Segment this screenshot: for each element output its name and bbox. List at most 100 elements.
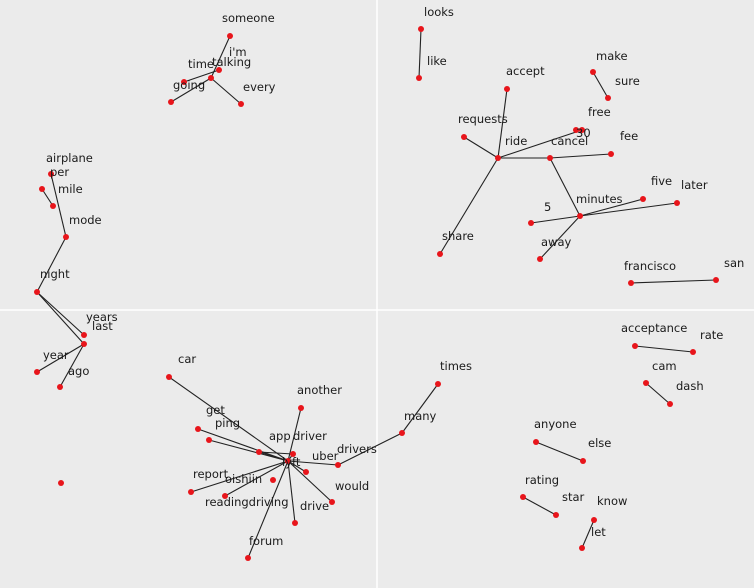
nodes: [34, 26, 719, 561]
node-another: [298, 405, 304, 411]
label-uber: uber: [312, 449, 339, 463]
edge-uber-lyft: [287, 460, 307, 473]
edge-many-times: [401, 383, 439, 434]
node-star: [553, 512, 559, 518]
edge-cam-dash: [645, 382, 671, 405]
edge-last-year: [36, 343, 85, 373]
edge-minutes-later: [579, 202, 678, 217]
label-lyft: lyft: [282, 455, 301, 469]
label-going: going: [173, 78, 205, 92]
node-car: [166, 374, 172, 380]
label-times: times: [440, 359, 472, 373]
edge-minutes-five: [579, 198, 644, 217]
edge-cancel-fee: [549, 153, 612, 159]
label-accept: accept: [506, 64, 545, 78]
isolated-node: [58, 480, 64, 486]
edge-looks-like: [418, 28, 422, 79]
edge-ride-free: [497, 129, 583, 159]
node-talking: [208, 75, 214, 81]
edge-get-lyft: [197, 428, 289, 462]
edge-mode-night: [36, 236, 67, 293]
label-5: 5: [544, 200, 551, 214]
label-30: 30: [576, 126, 591, 140]
label-ago: ago: [68, 364, 89, 378]
node-times: [435, 381, 441, 387]
node-san: [713, 277, 719, 283]
edge-francisco-san: [630, 279, 717, 284]
label-report: report: [193, 467, 229, 481]
edge-forum-lyft: [247, 460, 289, 559]
node-uber: [303, 469, 309, 475]
node-ping: [206, 437, 212, 443]
node-minutes: [577, 213, 583, 219]
edge-readingdriving-lyft: [224, 460, 289, 497]
edge-drive-lyft: [287, 460, 296, 524]
node-ride: [495, 155, 501, 161]
edge-acceptance-rate: [634, 345, 694, 353]
node-francisco: [628, 280, 634, 286]
node-30: [573, 127, 579, 133]
node-share: [437, 251, 443, 257]
label-san: san: [724, 256, 744, 270]
label-dash: dash: [676, 379, 704, 393]
edge-anyone-else: [535, 441, 584, 462]
node-get: [195, 426, 201, 432]
label-drive: drive: [300, 499, 329, 513]
node-sure: [605, 95, 611, 101]
edge-car-lyft: [168, 376, 289, 462]
label-get: get: [206, 403, 225, 417]
node-i-m: [216, 67, 222, 73]
edge-per-mile: [41, 188, 54, 207]
edge-would-lyft: [287, 460, 333, 503]
node-app: [256, 449, 262, 455]
edge-ride-share: [439, 157, 499, 255]
label-francisco: francisco: [624, 259, 676, 273]
label-would: would: [335, 479, 369, 493]
node-many: [399, 430, 405, 436]
edge-drivers-lyft: [287, 460, 339, 466]
node-year: [34, 369, 40, 375]
label-mode: mode: [69, 213, 102, 227]
node-else: [580, 458, 586, 464]
edge-app-lyft: [258, 451, 289, 462]
edge-know-let: [581, 519, 595, 549]
node-acceptance: [632, 343, 638, 349]
edge-rating-star: [522, 496, 557, 516]
node-years: [81, 332, 87, 338]
edge-report-lyft: [190, 460, 289, 493]
label-cam: cam: [652, 359, 677, 373]
edge-night-years: [36, 291, 85, 336]
node-looks: [418, 26, 424, 32]
edge-requests-ride: [463, 136, 499, 159]
edge-accept-ride: [497, 88, 508, 159]
label-minutes: minutes: [576, 192, 623, 206]
label-drivers: drivers: [337, 442, 377, 456]
node-last: [81, 341, 87, 347]
edge-minutes-5: [530, 215, 581, 224]
label-share: share: [442, 229, 474, 243]
node-let: [579, 545, 585, 551]
node-going: [168, 99, 174, 105]
node-5: [528, 220, 534, 226]
edge-talking-going: [170, 77, 212, 103]
node-mile: [50, 203, 56, 209]
node-forum: [245, 555, 251, 561]
label-car: car: [178, 352, 196, 366]
node-make: [590, 69, 596, 75]
label-later: later: [681, 178, 708, 192]
node-someone: [227, 33, 233, 39]
node-later: [674, 200, 680, 206]
label-i-m: i'm: [229, 45, 247, 59]
label-requests: requests: [458, 112, 508, 126]
label-year: year: [43, 348, 69, 362]
edge-minutes-away: [539, 215, 581, 260]
label-star: star: [562, 490, 585, 504]
node-driver: [290, 451, 296, 457]
label-talking: talking: [212, 55, 251, 69]
node-readingdriving: [222, 493, 228, 499]
node-away: [537, 256, 543, 262]
label-free: free: [588, 105, 611, 119]
edge-airplane-mode: [50, 173, 67, 238]
